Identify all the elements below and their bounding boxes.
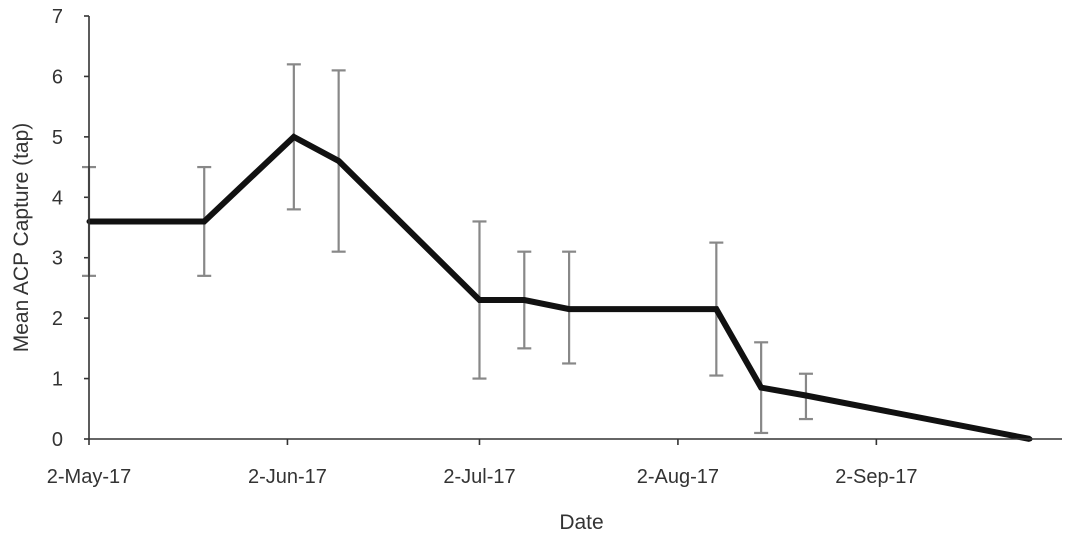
data-point bbox=[566, 306, 572, 312]
x-axis-ticks: 2-May-17 2-Jun-17 2-Jul-17 2-Aug-17 2-Sep-17 bbox=[47, 439, 918, 488]
data-point bbox=[521, 297, 527, 303]
series-line bbox=[89, 133, 1031, 442]
x-axis-title: Date bbox=[559, 511, 603, 534]
x-tick-label: 2-Jun-17 bbox=[248, 466, 327, 488]
x-tick-label: 2-May-17 bbox=[47, 466, 131, 488]
data-point bbox=[758, 385, 764, 391]
y-tick-label: 7 bbox=[52, 6, 63, 28]
x-tick-label: 2-Aug-17 bbox=[637, 466, 719, 488]
y-tick-label: 2 bbox=[52, 308, 63, 330]
y-tick-label: 1 bbox=[52, 369, 63, 391]
y-axis-title: Mean ACP Capture (tap) bbox=[10, 123, 33, 353]
y-tick-label: 3 bbox=[52, 248, 63, 270]
y-tick-label: 6 bbox=[52, 66, 63, 88]
y-tick-label: 4 bbox=[52, 187, 63, 209]
data-point bbox=[336, 158, 342, 164]
error-bars bbox=[82, 63, 813, 435]
x-tick-label: 2-Sep-17 bbox=[835, 466, 917, 488]
data-point bbox=[476, 297, 482, 303]
data-point bbox=[201, 218, 207, 224]
data-point bbox=[291, 134, 297, 140]
series-group bbox=[86, 133, 1033, 442]
y-tick-label: 5 bbox=[52, 127, 63, 149]
y-tick-label: 0 bbox=[52, 429, 63, 451]
data-point bbox=[803, 392, 809, 398]
y-axis-ticks: 0 1 2 3 4 5 6 7 bbox=[52, 6, 89, 451]
x-tick-label: 2-Jul-17 bbox=[443, 466, 515, 488]
data-point bbox=[713, 306, 719, 312]
